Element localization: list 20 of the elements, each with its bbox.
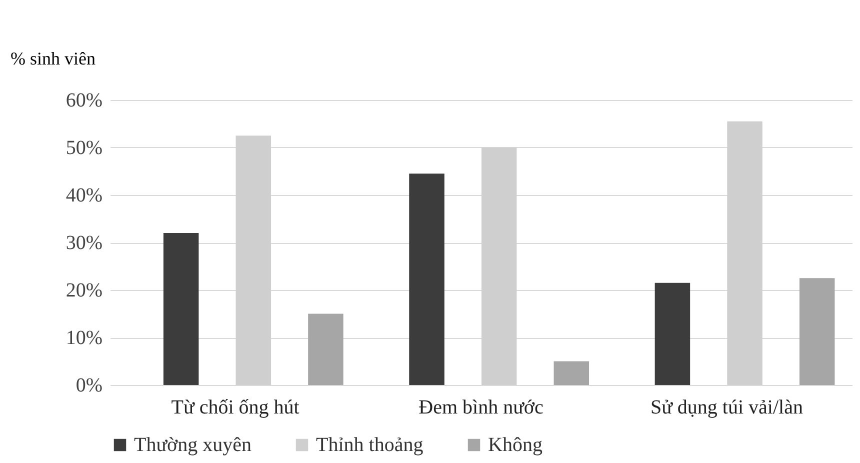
bar bbox=[409, 174, 444, 385]
y-tick-label: 10% bbox=[66, 327, 102, 349]
y-tick-label: 40% bbox=[66, 184, 102, 206]
y-tick-label: 60% bbox=[66, 90, 102, 112]
x-tick-label: Từ chối ống hút bbox=[171, 396, 300, 418]
bar bbox=[163, 233, 199, 385]
x-tick-label: Đem bình nước bbox=[418, 396, 544, 418]
legend-label: Thường xuyên bbox=[134, 434, 252, 456]
y-tick-label: 0% bbox=[76, 374, 102, 396]
y-axis-title: % sinh viên bbox=[10, 48, 96, 68]
legend-label: Thỉnh thoảng bbox=[316, 434, 424, 456]
bar bbox=[799, 278, 835, 385]
bar bbox=[654, 282, 690, 385]
y-tick-label: 30% bbox=[66, 232, 102, 254]
bar bbox=[308, 314, 344, 385]
x-tick-label: Sử dụng túi vải/làn bbox=[650, 396, 803, 418]
y-tick-label: 20% bbox=[66, 280, 102, 302]
bar bbox=[554, 361, 590, 385]
legend-label: Không bbox=[488, 434, 542, 456]
y-tick-label: 50% bbox=[66, 137, 102, 159]
